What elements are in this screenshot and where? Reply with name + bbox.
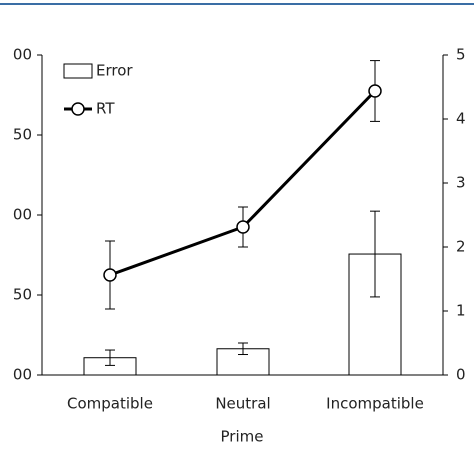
legend-label: RT xyxy=(96,100,115,118)
y-tick-label: 00 xyxy=(13,46,32,64)
point xyxy=(368,84,382,98)
x-tick-label: Incompatible xyxy=(326,395,424,413)
x-tick-label: Neutral xyxy=(215,395,270,413)
legend-swatch xyxy=(63,63,93,79)
x-tick-label: Compatible xyxy=(67,395,153,413)
y-tick-label: 00 xyxy=(13,366,32,384)
y2-tick-label: 1 xyxy=(456,302,466,320)
y2-tick-label: 4 xyxy=(456,110,466,128)
y2-tick-label: 3 xyxy=(456,174,466,192)
y-tick-label: 00 xyxy=(13,206,32,224)
legend-marker xyxy=(71,102,85,116)
y2-tick-label: 5 xyxy=(456,46,466,64)
y2-tick-label: 0 xyxy=(456,366,466,384)
point xyxy=(103,268,117,282)
y2-tick-label: 2 xyxy=(456,238,466,256)
y-tick-label: 50 xyxy=(13,126,32,144)
y-tick-label: 50 xyxy=(13,286,32,304)
point xyxy=(236,220,250,234)
legend-label: Error xyxy=(96,62,133,80)
x-axis-label: Prime xyxy=(221,428,264,446)
